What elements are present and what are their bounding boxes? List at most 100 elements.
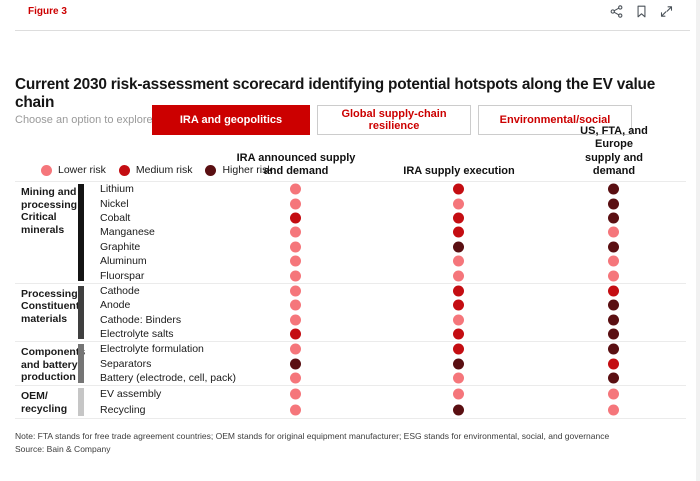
- row-label: Electrolyte formulation: [100, 343, 204, 356]
- group-bar: [78, 388, 84, 417]
- risk-dot-higher: [453, 241, 464, 253]
- risk-dot-medium: [453, 299, 464, 311]
- tab-global-supply-chain-resilience[interactable]: Global supply-chain resilience: [317, 105, 471, 135]
- risk-dot-medium: [453, 226, 464, 238]
- risk-dot-higher: [608, 314, 619, 326]
- risk-legend: Lower risk Medium risk Higher risk: [41, 164, 273, 176]
- table-row: Graphite: [15, 240, 686, 254]
- legend-label: Higher risk: [222, 164, 273, 176]
- risk-dot-lower: [608, 226, 619, 238]
- table-row: EV assembly: [15, 386, 686, 402]
- risk-dot-higher: [608, 372, 619, 384]
- risk-dot-medium: [453, 183, 464, 195]
- legend-item-lower: Lower risk: [41, 164, 106, 176]
- risk-dot-lower: [290, 372, 301, 384]
- row-label: Electrolyte salts: [100, 328, 174, 341]
- table-row: Anode: [15, 298, 686, 312]
- row-label: Cathode: [100, 284, 140, 297]
- option-selector-prompt: Choose an option to explore: [15, 114, 153, 126]
- row-group: Mining and processing: Critical minerals…: [15, 181, 686, 283]
- risk-dot-lower: [453, 270, 464, 282]
- table-row: Electrolyte formulation: [15, 342, 686, 356]
- table-row: Battery (electrode, cell, pack): [15, 371, 686, 385]
- option-selector: Choose an option to explore IRA and geop…: [15, 105, 688, 136]
- row-label: Separators: [100, 357, 152, 370]
- risk-dot-lower: [608, 270, 619, 282]
- table-row: Manganese: [15, 225, 686, 239]
- row-group: Processing: Constituent materials Cathode…: [15, 282, 686, 342]
- toolbar-icons: [609, 4, 674, 19]
- risk-dot-lower: [290, 299, 301, 311]
- risk-dot-lower: [290, 198, 301, 210]
- table-row: Nickel: [15, 196, 686, 210]
- group-label: Mining and processing: Critical minerals: [21, 186, 81, 236]
- risk-dot-lower: [290, 241, 301, 253]
- risk-dot-higher: [608, 241, 619, 253]
- group-label: Processing: Constituent materials: [21, 287, 82, 325]
- risk-dot-lower: [290, 270, 301, 282]
- column-header-us-fta-europe: US, FTA, and Europe supply and demand: [580, 125, 648, 177]
- row-label: Manganese: [100, 226, 155, 239]
- risk-dot-lower: [290, 255, 301, 267]
- group-bar: [78, 184, 84, 281]
- lower-risk-dot-icon: [41, 164, 52, 176]
- row-label: Cobalt: [100, 211, 131, 224]
- legend-item-medium: Medium risk: [118, 164, 193, 176]
- row-label: Anode: [100, 299, 131, 312]
- footnotes: Note: FTA stands for free trade agreemen…: [15, 430, 688, 456]
- table-row: Electrolyte salts: [15, 327, 686, 341]
- table-row: Cobalt: [15, 211, 686, 225]
- table-row: Fluorspar: [15, 268, 686, 282]
- share-icon[interactable]: [609, 4, 624, 19]
- risk-dot-lower: [290, 343, 301, 355]
- group-bar: [78, 344, 84, 384]
- risk-dot-lower: [453, 198, 464, 210]
- risk-scorecard-table: Mining and processing: Critical minerals…: [15, 181, 686, 420]
- risk-dot-medium: [453, 212, 464, 224]
- group-label: Components and battery production: [21, 346, 86, 384]
- legend-label: Medium risk: [135, 164, 193, 176]
- risk-dot-lower: [290, 314, 301, 326]
- risk-dot-higher: [453, 404, 464, 416]
- group-label: OEM/ recycling: [21, 390, 68, 416]
- risk-dot-higher: [608, 183, 619, 195]
- table-row: Cathode: Binders: [15, 313, 686, 327]
- risk-dot-higher: [608, 212, 619, 224]
- risk-dot-lower: [290, 404, 301, 416]
- tab-ira-and-geopolitics[interactable]: IRA and geopolitics: [152, 105, 310, 135]
- bookmark-icon[interactable]: [634, 4, 649, 19]
- risk-dot-lower: [453, 314, 464, 326]
- row-label: Cathode: Binders: [100, 313, 182, 326]
- row-label: Fluorspar: [100, 269, 145, 282]
- note-text: Note: FTA stands for free trade agreemen…: [15, 431, 610, 441]
- risk-dot-lower: [290, 226, 301, 238]
- row-label: Recycling: [100, 404, 146, 417]
- risk-dot-medium: [290, 212, 301, 224]
- risk-dot-higher: [608, 299, 619, 311]
- row-label: Lithium: [100, 183, 134, 196]
- expand-icon[interactable]: [659, 4, 674, 19]
- risk-dot-higher: [608, 198, 619, 210]
- tab-environmental-social[interactable]: Environmental/social: [478, 105, 632, 135]
- row-label: Graphite: [100, 240, 141, 253]
- column-header-ira-execution: IRA supply execution: [403, 164, 515, 177]
- source-text: Source: Bain & Company: [15, 443, 111, 454]
- risk-dot-lower: [453, 372, 464, 384]
- table-row: Recycling: [15, 402, 686, 418]
- table-row: Separators: [15, 357, 686, 371]
- risk-dot-medium: [453, 285, 464, 297]
- risk-dot-lower: [453, 388, 464, 400]
- risk-dot-higher: [608, 328, 619, 340]
- table-row: Aluminum: [15, 254, 686, 268]
- row-group: OEM/ recycling EV assembly Recycling: [15, 385, 686, 420]
- chart-header: Lower risk Medium risk Higher risk IRA a…: [15, 125, 686, 181]
- risk-dot-higher: [290, 358, 301, 370]
- risk-dot-medium: [608, 358, 619, 370]
- risk-dot-lower: [290, 183, 301, 195]
- top-divider: [15, 30, 690, 31]
- row-label: EV assembly: [100, 388, 162, 401]
- risk-dot-lower: [453, 255, 464, 267]
- risk-dot-higher: [453, 358, 464, 370]
- legend-item-higher: Higher risk: [205, 164, 273, 176]
